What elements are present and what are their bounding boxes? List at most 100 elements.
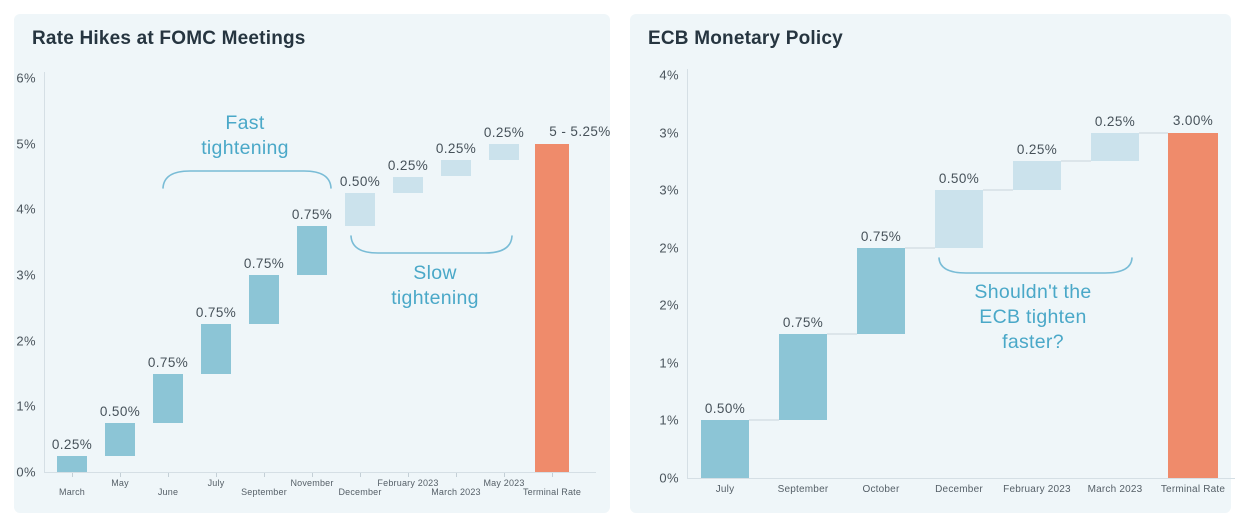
bar: [393, 176, 423, 193]
bar-value-label: 0.50%: [704, 401, 746, 417]
y-tick-label: 3%: [659, 182, 679, 198]
x-axis-line: [687, 478, 1235, 479]
bar: [441, 160, 471, 177]
y-tick-label: 2%: [659, 297, 679, 313]
x-tick-mark: [552, 473, 553, 477]
x-category-label: December: [338, 487, 382, 497]
terminal-bar: [535, 143, 569, 472]
connector-line: [827, 333, 857, 336]
bar: [297, 225, 327, 275]
bar-value-label: 0.50%: [99, 403, 141, 419]
bar-value-label: 0.50%: [938, 171, 980, 187]
connector-line: [905, 246, 935, 249]
x-category-label: February 2023: [1003, 484, 1071, 495]
y-tick-label: 4%: [16, 201, 36, 217]
x-category-label: February 2023: [377, 478, 439, 488]
bar: [201, 324, 231, 374]
y-tick-label: 2%: [16, 333, 36, 349]
bar: [153, 373, 183, 423]
brace-annotation: [938, 257, 1133, 274]
x-category-label: December: [935, 484, 983, 495]
bar-value-label: 0.75%: [243, 256, 285, 271]
y-tick-label: 0%: [659, 470, 679, 486]
bar-value-label: 0.75%: [782, 315, 824, 331]
ecb-waterfall-chart: 0.50% 0.75% 0.75% 0.50% 0.25% 0.25% 3.00% 0% 1% 1…: [630, 14, 1235, 513]
y-axis-line: [687, 69, 688, 478]
x-axis-line: [44, 472, 596, 473]
connector-line: [983, 189, 1013, 192]
chart-title: ECB Monetary Policy: [648, 28, 843, 49]
y-tick-label: 3%: [16, 267, 36, 283]
annotation-text: Slow tightening: [391, 262, 479, 309]
bar-value-label: 0.75%: [860, 228, 902, 244]
connector-line: [749, 419, 779, 422]
fomc-chart-card: Rate Hikes at FOMC Meetings 0.25% 0.50% 0.…: [14, 14, 610, 513]
bar-value-label: 0.25%: [435, 141, 477, 157]
x-category-label: November: [290, 478, 334, 488]
x-category-label: March 2023: [1087, 484, 1143, 495]
bar: [105, 422, 135, 456]
x-category-label: May 2023: [483, 478, 525, 488]
bar-value-label: 0.25%: [387, 157, 429, 173]
x-category-label: March: [58, 487, 86, 497]
x-category-label: July: [715, 484, 735, 495]
annotation-text: Shouldn't the ECB tighten faster?: [974, 281, 1092, 353]
terminal-value-label: 3.00%: [1172, 112, 1214, 128]
y-tick-label: 1%: [659, 412, 679, 428]
bar: [489, 143, 519, 161]
bar-value-label: 0.75%: [195, 305, 237, 321]
y-tick-label: 5%: [16, 136, 36, 152]
x-category-label: Terminal Rate: [522, 487, 582, 497]
x-tick-mark: [504, 473, 505, 477]
y-axis-line: [44, 72, 45, 472]
bar-value-label: 0.50%: [339, 173, 381, 189]
x-category-label: June: [157, 487, 179, 497]
bar: [249, 275, 279, 325]
brace-annotation: [162, 170, 332, 189]
y-tick-label: 0%: [16, 464, 36, 480]
terminal-bar: [1168, 132, 1218, 478]
bar: [779, 334, 827, 421]
x-tick-mark: [360, 473, 361, 477]
y-tick-label: 2%: [659, 240, 679, 256]
x-category-label: Terminal Rate: [1160, 484, 1226, 495]
ecb-chart-card: ECB Monetary Policy 0.50% 0.75% 0.75% 0.50%…: [630, 14, 1235, 513]
x-category-label: October: [862, 484, 900, 495]
bar: [57, 455, 87, 472]
bar-value-label: 0.25%: [1016, 142, 1058, 158]
connector-line: [1139, 131, 1168, 134]
bar: [345, 192, 375, 226]
y-tick-label: 1%: [659, 355, 679, 371]
x-category-label: May: [111, 478, 129, 488]
x-tick-mark: [120, 473, 121, 477]
bar: [1013, 161, 1061, 191]
bar: [701, 420, 749, 478]
chart-title: Rate Hikes at FOMC Meetings: [32, 28, 306, 49]
bar: [1091, 132, 1139, 162]
annotation-text: Fast tightening: [201, 112, 289, 159]
x-tick-mark: [168, 473, 169, 477]
bar: [935, 190, 983, 248]
bar-value-label: 0.75%: [147, 354, 189, 370]
bar-value-label: 0.75%: [291, 206, 333, 222]
x-category-label: September: [241, 487, 287, 497]
terminal-value-label: 5 - 5.25%: [549, 123, 611, 139]
connector-line: [1061, 160, 1091, 163]
x-category-label: September: [777, 484, 829, 495]
y-tick-label: 6%: [16, 70, 36, 86]
x-tick-mark: [456, 473, 457, 477]
x-tick-mark: [72, 473, 73, 477]
y-tick-label: 4%: [659, 67, 679, 83]
y-tick-label: 3%: [659, 125, 679, 141]
y-tick-label: 1%: [16, 398, 36, 414]
x-category-label: July: [207, 478, 225, 488]
x-tick-mark: [216, 473, 217, 477]
x-tick-mark: [312, 473, 313, 477]
fomc-waterfall-chart: 0.25% 0.50% 0.75% 0.75% 0.75% 0.75% 0.50% 0.25%…: [14, 14, 610, 513]
bar: [857, 247, 905, 335]
x-tick-mark: [264, 473, 265, 477]
brace-annotation: [350, 235, 513, 254]
x-tick-mark: [408, 473, 409, 477]
bar-value-label: 0.25%: [51, 436, 93, 452]
